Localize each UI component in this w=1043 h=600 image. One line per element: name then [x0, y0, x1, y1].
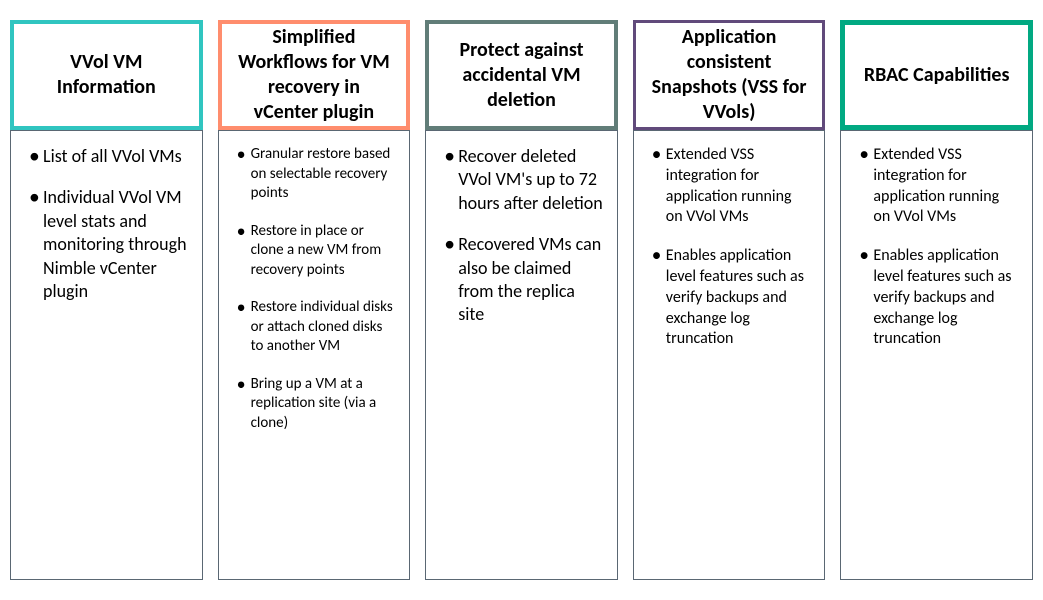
card-title: Protect against accidental VM deletion	[441, 38, 602, 113]
list-item: Restore in place or clone a new VM from …	[237, 222, 396, 281]
bullet-list: Granular restore based on selectable rec…	[237, 145, 396, 433]
card-header: Protect against accidental VM deletion	[425, 20, 618, 130]
card-title: Application consistent Snapshots (VSS fo…	[648, 25, 811, 125]
list-item: Enables application level features such …	[652, 246, 811, 350]
list-item: Recover deleted VVol VM's up to 72 hours…	[444, 145, 603, 215]
card-app-consistent-snapshots: Application consistent Snapshots (VSS fo…	[633, 20, 826, 580]
bullet-list: Extended VSS integration for application…	[652, 145, 811, 350]
card-simplified-workflows: Simplified Workflows for VM recovery in …	[218, 20, 411, 580]
card-body: Extended VSS integration for application…	[633, 130, 826, 580]
card-header: VVol VM Information	[10, 20, 203, 130]
card-header: RBAC Capabilities	[840, 20, 1033, 130]
card-body: Extended VSS integration for application…	[840, 130, 1033, 580]
card-vvol-vm-info: VVol VM Information List of all VVol VMs…	[10, 20, 203, 580]
card-body: Granular restore based on selectable rec…	[218, 130, 411, 580]
list-item: Recovered VMs can also be claimed from t…	[444, 233, 603, 327]
bullet-list: Recover deleted VVol VM's up to 72 hours…	[444, 145, 603, 327]
bullet-list: List of all VVol VMs Individual VVol VM …	[29, 145, 188, 303]
card-body: Recover deleted VVol VM's up to 72 hours…	[425, 130, 618, 580]
list-item: Individual VVol VM level stats and monit…	[29, 186, 188, 303]
card-title: VVol VM Information	[26, 50, 187, 100]
list-item: Enables application level features such …	[859, 246, 1018, 350]
card-body: List of all VVol VMs Individual VVol VM …	[10, 130, 203, 580]
list-item: Extended VSS integration for application…	[859, 145, 1018, 228]
card-header: Simplified Workflows for VM recovery in …	[218, 20, 411, 130]
card-protect-deletion: Protect against accidental VM deletion R…	[425, 20, 618, 580]
card-rbac-capabilities: RBAC Capabilities Extended VSS integrati…	[840, 20, 1033, 580]
list-item: Bring up a VM at a replication site (via…	[237, 375, 396, 434]
list-item: Restore individual disks or attach clone…	[237, 298, 396, 357]
list-item: List of all VVol VMs	[29, 145, 188, 168]
card-header: Application consistent Snapshots (VSS fo…	[633, 20, 826, 130]
bullet-list: Extended VSS integration for application…	[859, 145, 1018, 350]
list-item: Extended VSS integration for application…	[652, 145, 811, 228]
list-item: Granular restore based on selectable rec…	[237, 145, 396, 204]
card-title: Simplified Workflows for VM recovery in …	[234, 25, 395, 125]
cards-container: VVol VM Information List of all VVol VMs…	[10, 20, 1033, 580]
card-title: RBAC Capabilities	[864, 63, 1010, 88]
